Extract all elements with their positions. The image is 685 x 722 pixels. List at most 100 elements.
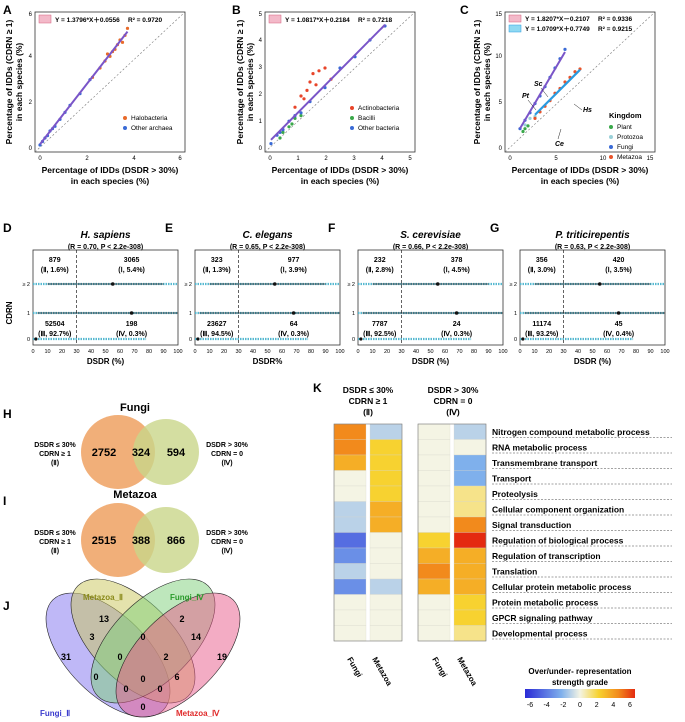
- venn-circle-fungi-iv: [133, 419, 199, 485]
- heatmap-cell: [453, 625, 487, 642]
- heatmap-cell: [453, 485, 487, 502]
- venn-title-fungi: Fungi: [120, 402, 150, 414]
- quadrant-iv-count: 198: [126, 321, 138, 328]
- quadrant-iv-pct: (Ⅳ, 0.3%): [278, 330, 309, 338]
- heatmap-cell: [333, 501, 367, 518]
- mean-point-cdrn-1: [454, 311, 459, 315]
- equation-b: Y = 1.0817*X＋0.2184: [285, 16, 350, 24]
- y-tick: 0: [259, 146, 263, 152]
- quadrant-iii-count: 52504: [45, 321, 65, 328]
- heatmap: [333, 423, 487, 642]
- x-tick: 10: [369, 349, 375, 355]
- legend-dot-actinobacteria: [350, 106, 354, 110]
- venn-count: 0: [140, 674, 145, 684]
- x-tick: 30: [235, 349, 241, 355]
- x-tick: 30: [73, 349, 79, 355]
- panel-letter-k: K: [313, 381, 322, 395]
- plot-frame: [519, 249, 666, 346]
- heatmap-cell: [369, 609, 403, 626]
- x-tick: 60: [604, 349, 610, 355]
- species-title: P. triticirepentis: [555, 230, 630, 241]
- heatmap-cell: [333, 439, 367, 456]
- venn-count: 14: [191, 632, 201, 642]
- x-tick: 10: [600, 156, 607, 162]
- quadrant-i-count: 420: [613, 257, 625, 264]
- label-line: CDRN ≥ 1: [39, 451, 71, 458]
- data-point-other-bacteria: [299, 111, 303, 115]
- annotation-sc-pointer: [540, 87, 549, 98]
- y-tick: 1: [352, 311, 355, 317]
- col-label-metazoa-ii: Metazoa: [370, 656, 394, 688]
- legend-dot-metazoa: [609, 155, 613, 159]
- y-tick: 0: [499, 146, 503, 152]
- plot-frame: [32, 249, 179, 346]
- heatmap-row-label: Translation: [492, 567, 537, 577]
- venn-ellipse-metazoa-iv: [115, 592, 241, 718]
- y-tick: 1: [514, 311, 517, 317]
- quadrant-iii-pct: (Ⅲ, 93.2%): [525, 330, 558, 338]
- venn-count-fungi-iv-only: 594: [167, 447, 186, 459]
- x-ticks-c: 0 5 10 15: [508, 156, 654, 162]
- heatmap-group-header-iv: DSDR > 30% CDRN = 0 (Ⅳ): [428, 385, 479, 417]
- correlation-stat: (R = 0.66, P < 2.2e-308): [393, 244, 468, 251]
- data-point-actinobacteria: [308, 80, 312, 84]
- y-tick: 4: [29, 54, 33, 60]
- r2-b: R² = 0.7218: [358, 17, 393, 24]
- data-point-protozoa: [523, 123, 527, 127]
- heatmap-cell: [417, 609, 451, 626]
- x-tick: 40: [413, 349, 419, 355]
- label-line: (Ⅱ): [51, 459, 59, 467]
- venn-count-fungi-overlap: 324: [132, 447, 151, 459]
- y-tick: 5: [259, 12, 263, 18]
- annotation-ce: Ce: [555, 141, 564, 148]
- legend-dot-plant: [609, 125, 613, 129]
- heatmap-cell: [369, 625, 403, 642]
- annotation-hs: Hs: [583, 107, 592, 114]
- y-tick: ≥ 2: [184, 282, 192, 288]
- panel-h: H Fungi 2752 324 594 DSDR ≤ 30% CDRN ≥ 1…: [3, 402, 249, 489]
- x-ticks-b: 0 1 2 3 4 5: [268, 156, 412, 162]
- x-tick: 90: [647, 349, 653, 355]
- heatmap-cell: [369, 578, 403, 595]
- legend-dot-fungi: [609, 145, 613, 149]
- x-tick: 100: [660, 349, 669, 355]
- heatmap-group-border: [417, 423, 487, 642]
- label-line: DSDR ≤ 30%: [34, 530, 76, 537]
- data-point-actinobacteria: [299, 94, 303, 98]
- data-point-actinobacteria: [302, 97, 306, 101]
- x-tick: 0: [508, 156, 512, 162]
- x-label: DSDR (%): [574, 357, 612, 366]
- x-tick: 90: [160, 349, 166, 355]
- scatter-points-c: [518, 47, 582, 134]
- quadrant-iii-count: 11174: [532, 321, 551, 328]
- legend-tick: -2: [560, 702, 566, 709]
- quadrant-i-pct: (Ⅰ, 3.5%): [605, 266, 632, 274]
- quadrant-i-count: 378: [451, 257, 463, 264]
- plot-frame-a: [34, 11, 186, 153]
- heatmap-cell: [333, 423, 367, 440]
- plot-frame: [194, 249, 341, 346]
- heatmap-cell: [453, 454, 487, 471]
- x-label: DSDR (%): [87, 357, 125, 366]
- heatmap-cell: [417, 470, 451, 487]
- panel-a: A Y = 1.3796*X＋0.0556 R² = 0.9720 Haloba…: [3, 3, 186, 186]
- mean-point-cdrn-2: [110, 282, 115, 286]
- venn-set-fungi-iv: Fungi_Ⅳ: [170, 593, 204, 602]
- fit-legend-swatch-c1: [508, 14, 522, 23]
- y-tick: 15: [495, 12, 502, 18]
- annotation-ce-pointer: [557, 128, 562, 140]
- x-tick: 4: [380, 156, 384, 162]
- heatmap-cell: [417, 532, 451, 549]
- quadrant-iv-pct: (Ⅳ, 0.4%): [603, 330, 634, 338]
- data-point-bacilli: [278, 136, 282, 140]
- mean-point-cdrn-0: [521, 337, 525, 341]
- venn-circle-fungi-ii: [81, 415, 155, 489]
- y-tick: 10: [495, 54, 502, 60]
- heatmap-cell: [333, 485, 367, 502]
- quadrant-iv-pct: (Ⅳ, 0.3%): [441, 330, 472, 338]
- legend-dot-protozoa: [609, 135, 613, 139]
- heatmap-cell: [333, 516, 367, 533]
- heatmap-row-label: GPCR signaling pathway: [492, 613, 593, 623]
- quadrant-ii-count: 323: [211, 257, 223, 264]
- heatmap-cell: [453, 516, 487, 533]
